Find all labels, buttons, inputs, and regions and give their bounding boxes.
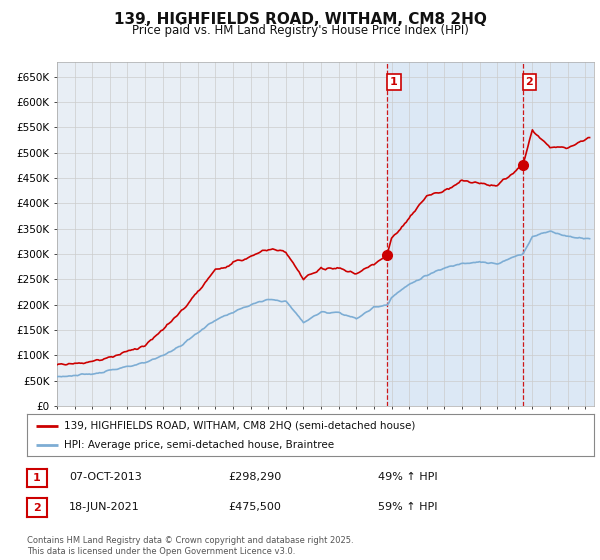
Text: Contains HM Land Registry data © Crown copyright and database right 2025.
This d: Contains HM Land Registry data © Crown c… [27,536,353,556]
Text: 139, HIGHFIELDS ROAD, WITHAM, CM8 2HQ: 139, HIGHFIELDS ROAD, WITHAM, CM8 2HQ [113,12,487,27]
Text: 59% ↑ HPI: 59% ↑ HPI [378,502,437,512]
Text: 139, HIGHFIELDS ROAD, WITHAM, CM8 2HQ (semi-detached house): 139, HIGHFIELDS ROAD, WITHAM, CM8 2HQ (s… [64,421,415,431]
Text: 1: 1 [390,77,398,87]
Text: 2: 2 [526,77,533,87]
Text: 49% ↑ HPI: 49% ↑ HPI [378,472,437,482]
Text: 07-OCT-2013: 07-OCT-2013 [69,472,142,482]
Text: HPI: Average price, semi-detached house, Braintree: HPI: Average price, semi-detached house,… [64,440,334,450]
Text: Price paid vs. HM Land Registry's House Price Index (HPI): Price paid vs. HM Land Registry's House … [131,24,469,36]
Bar [388,62,594,406]
Text: 1: 1 [33,473,41,483]
Text: £475,500: £475,500 [228,502,281,512]
Text: 2: 2 [33,503,41,512]
Text: £298,290: £298,290 [228,472,281,482]
Text: 18-JUN-2021: 18-JUN-2021 [69,502,140,512]
